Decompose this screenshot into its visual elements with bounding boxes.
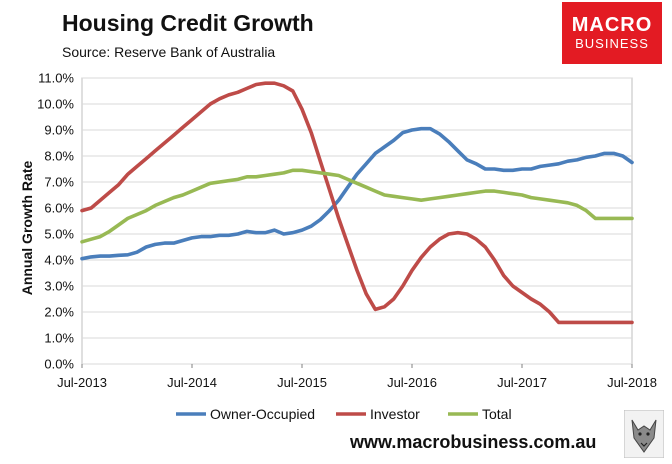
grid-lines bbox=[81, 77, 633, 365]
y-tick-label: 9.0% bbox=[44, 123, 74, 138]
legend: Owner-Occupied Investor Total bbox=[176, 406, 512, 422]
y-tick-label: 10.0% bbox=[37, 97, 74, 112]
y-tick-label: 8.0% bbox=[44, 149, 74, 164]
y-tick-label: 3.0% bbox=[44, 279, 74, 294]
x-tick-label: Jul-2014 bbox=[167, 375, 217, 390]
wolf-icon bbox=[624, 410, 664, 458]
series-line-investor bbox=[80, 81, 634, 325]
series-line-total bbox=[80, 168, 634, 244]
x-tick-label: Jul-2016 bbox=[387, 375, 437, 390]
plot-area bbox=[81, 77, 633, 365]
series-lines bbox=[80, 81, 634, 325]
y-tick-label: 2.0% bbox=[44, 305, 74, 320]
legend-label: Owner-Occupied bbox=[210, 406, 315, 422]
x-tick-label: Jul-2013 bbox=[57, 375, 107, 390]
legend-label: Investor bbox=[370, 406, 420, 422]
y-tick-label: 1.0% bbox=[44, 331, 74, 346]
y-tick-label: 11.0% bbox=[38, 71, 74, 86]
axes: 0.0% 1.0% 2.0% 3.0% 4.0% 5.0% 6.0% 7.0% 8.0% 9.0%… bbox=[37, 71, 657, 391]
y-tick-label: 4.0% bbox=[44, 253, 74, 268]
macrobusiness-logo: MACRO BUSINESS bbox=[562, 2, 662, 64]
series-line-owner-occupied bbox=[80, 126, 634, 261]
x-tick-label: Jul-2015 bbox=[277, 375, 327, 390]
y-tick-label: 5.0% bbox=[44, 227, 74, 242]
chart-subtitle: Source: Reserve Bank of Australia bbox=[62, 44, 276, 60]
legend-label: Total bbox=[482, 406, 512, 422]
y-tick-label: 7.0% bbox=[44, 175, 74, 190]
y-tick-label: 0.0% bbox=[44, 357, 74, 372]
footer-url: www.macrobusiness.com.au bbox=[350, 432, 597, 452]
x-tick-label: Jul-2017 bbox=[497, 375, 547, 390]
x-tick-label: Jul-2018 bbox=[607, 375, 657, 390]
logo-line-2: BUSINESS bbox=[575, 36, 649, 51]
chart-title: Housing Credit Growth bbox=[62, 10, 314, 36]
y-tick-label: 6.0% bbox=[44, 201, 74, 216]
y-axis-label: Annual Growth Rate bbox=[19, 161, 35, 296]
logo-line-1: MACRO bbox=[571, 14, 653, 36]
